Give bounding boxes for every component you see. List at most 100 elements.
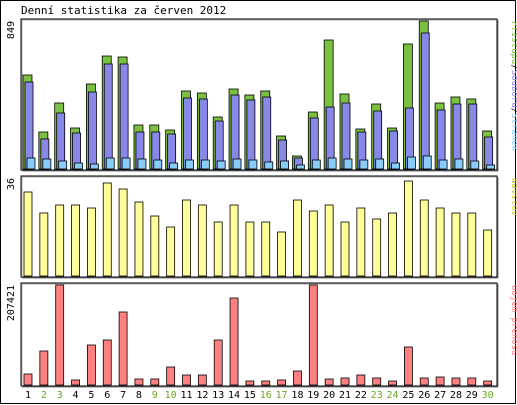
legend: Objem přenosu [509,285,517,355]
bar-objem-prenosu [261,380,271,386]
day-label: 24 [387,390,399,401]
day-label: 23 [371,390,383,401]
bar-navstev [419,199,429,277]
bar-navstev [467,212,477,277]
bar-objem-prenosu [55,284,65,386]
panel-middle: 36 Návštěv [6,175,517,279]
bar-stranek [169,162,179,170]
bar-objem-prenosu [213,339,223,386]
bar-navstev [308,210,318,277]
bar-stranek [90,163,99,170]
day-label: 18 [291,390,303,401]
bar-navstev [213,221,223,277]
day-label: 4 [73,390,79,401]
bar-stranek [327,157,337,170]
bar-navstev [229,204,239,277]
panel-frame [20,282,498,387]
bar-stranek [58,160,68,170]
bar-navstev [134,201,144,277]
bar-objem-prenosu [403,346,413,386]
bar-navstev [245,221,255,277]
bar-stranek [232,158,242,170]
bar-navstev [277,231,287,277]
legend-item: / [509,64,517,69]
bar-stranek [26,157,36,170]
bar-stranek [486,164,496,170]
bar-navstev [356,207,366,277]
bar-stranek [42,158,52,170]
bar-objem-prenosu [388,380,397,386]
bar-souboru [468,103,478,170]
bar-stranek [422,155,432,170]
y-axis-max-label: 849 [6,21,17,39]
bar-stranek [153,159,163,170]
legend: Návštěv [509,178,517,216]
bar-souboru [262,96,272,170]
day-label: 25 [402,390,414,401]
bar-objem-prenosu [293,370,302,386]
bar-stranek [121,157,131,170]
bar-stranek [470,160,480,170]
day-label: 30 [482,390,494,401]
day-label: 12 [196,390,208,401]
panel-frame [20,175,498,278]
bar-objem-prenosu [467,377,477,386]
day-label: 7 [120,390,126,401]
day-label: 27 [434,390,446,401]
bar-navstev [388,212,397,277]
day-label: 10 [165,390,177,401]
bar-objem-prenosu [102,339,112,386]
bar-stranek [359,159,369,170]
day-label: 5 [88,390,94,401]
bar-stranek [280,160,290,170]
bar-navstev [293,199,302,277]
bar-objem-prenosu [419,377,429,386]
bar-objem-prenosu [483,380,493,386]
bar-stranek [343,158,353,170]
bar-souboru [230,94,240,170]
y-axis-max-label: 36 [6,178,17,190]
day-label: 29 [466,390,478,401]
bar-objem-prenosu [150,378,160,386]
day-label: 28 [450,390,462,401]
bar-objem-prenosu [435,376,445,386]
bar-navstev [197,204,207,277]
bar-stranek [137,158,147,170]
bar-souboru [198,98,208,170]
bar-souboru [103,63,113,170]
legend-item: Souborů [509,70,517,108]
bar-stranek [311,159,321,170]
bar-objem-prenosu [182,374,191,386]
bar-navstev [39,212,49,277]
bar-objem-prenosu [39,350,49,386]
day-label: 19 [307,390,319,401]
bar-objem-prenosu [71,379,80,386]
day-label: 16 [260,390,272,401]
y-axis-max-label: 207421 [6,285,17,321]
day-label: 11 [180,390,192,401]
bar-souboru [88,91,97,170]
bar-navstev [118,188,128,277]
bar-navstev [324,204,334,277]
bar-stranek [375,158,385,170]
legend-item: Přístupů [509,21,517,64]
bar-navstev [372,218,382,277]
bar-souboru [119,63,129,170]
bar-objem-prenosu [197,374,207,386]
bar-navstev [451,212,461,277]
chart-title: Denní statistika za červen 2012 [21,4,226,17]
bar-navstev [71,204,80,277]
bar-souboru [484,136,494,170]
legend-item: Stránek [509,113,517,152]
day-label: 1 [25,390,31,401]
bar-navstev [87,207,96,277]
day-label: 14 [228,390,240,401]
day-label: 21 [339,390,351,401]
bar-stranek [185,159,194,170]
bar-navstev [261,221,271,277]
bar-objem-prenosu [340,377,350,386]
day-label: 17 [276,390,288,401]
